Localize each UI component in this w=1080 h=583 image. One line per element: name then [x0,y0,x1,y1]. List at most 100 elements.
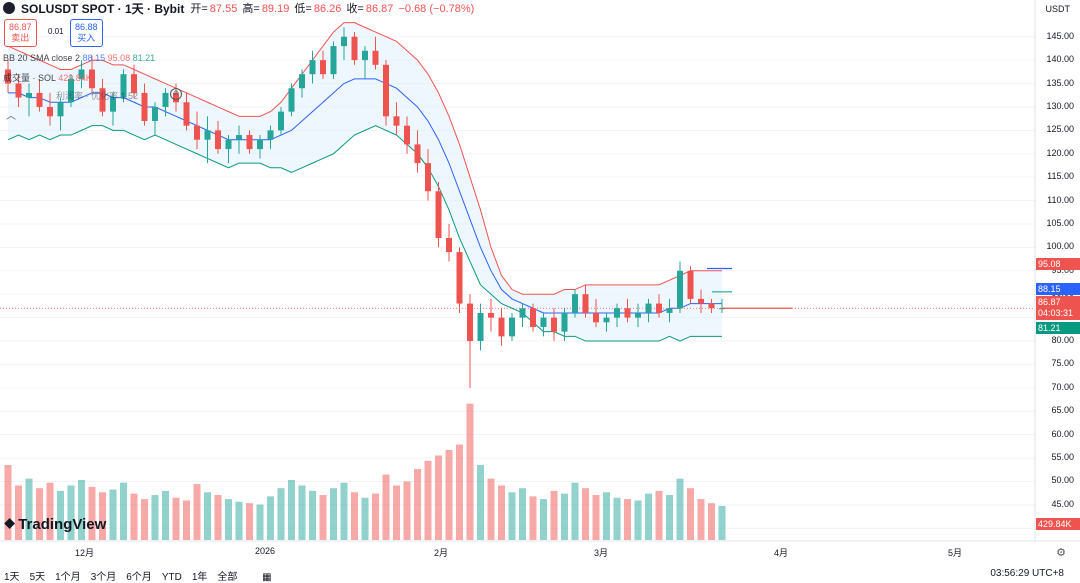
high-value: 89.19 [261,3,290,15]
candle-body [225,139,232,150]
bb-legend[interactable]: BB 20 SMA close 2 88.15 95.08 81.21 [3,53,155,63]
price-tick-label: 105.00 [1046,217,1074,228]
volume-bar [15,485,22,540]
candle-body [446,238,452,253]
range-button[interactable]: 1年 [191,572,208,583]
price-tick-label: 80.00 [1051,335,1074,346]
volume-bar [172,497,180,540]
volume-bar [666,495,673,540]
volume-legend[interactable]: 成交量 · SOL 429.84K [3,71,92,84]
price-tick-label: 115.00 [1047,171,1074,182]
candle-body [152,106,158,121]
volume-bar [256,504,264,540]
currency-label: USDT [1045,4,1071,14]
volume-bar [204,492,211,540]
change-value: −0.68 (−0.78%) [398,3,475,15]
volume-bar [214,495,222,540]
volume-bar [246,503,253,540]
candle-body [708,303,715,309]
candle-body [530,308,536,327]
symbol-title[interactable]: SOLUSDT SPOT · 1天 · Bybit [21,1,185,16]
solana-logo-icon [3,2,15,14]
candle-body [204,130,211,140]
spread-value: 0.01 [48,27,64,36]
range-button[interactable]: YTD [161,572,182,583]
bb-lower-line [7,125,722,342]
volume-bar [477,465,484,540]
candle-body [236,135,242,140]
volume-bar [403,481,411,540]
volume-bar [708,503,715,540]
price-tick-label: 125.00 [1046,124,1074,135]
volume-bar [718,505,726,540]
candle-body [320,60,326,75]
range-button[interactable]: 6个月 [126,572,152,583]
volume-bar [288,480,295,540]
candle-body [57,102,64,117]
candle-body [656,303,662,313]
candle-body [551,317,557,332]
volume-bar [676,478,684,540]
volume-bar [330,488,337,540]
candle-body [351,36,358,61]
time-tick-label: 2月 [434,548,449,558]
sell-button[interactable]: 86.87 卖出 [4,19,37,47]
candle-body [603,317,610,323]
volume-bar [351,492,358,540]
bb-lower-tag: 81.21 [1036,322,1080,334]
volume-bar [687,488,694,540]
volume-bar [46,482,54,540]
bb-mid-value: 88.15 [82,53,106,63]
tradingview-logo[interactable]: ⯁ TradingView [4,516,106,533]
volume-bar [225,499,232,540]
extra-legend[interactable]: 利润率 · 优化率 1.52 [56,89,138,102]
range-button[interactable]: 1个月 [55,572,81,583]
collapse-legend-icon[interactable]: ︿ [6,111,16,122]
close-value: 86.87 [365,3,394,15]
price-tick-label: 140.00 [1046,54,1074,65]
volume-bar [519,488,526,540]
time-tick-label: 5月 [948,548,963,558]
candle-body [687,270,694,299]
candle-body [425,163,431,192]
range-button[interactable]: 全部 [217,572,238,583]
candle-body [36,92,43,107]
volume-bar [435,455,442,540]
extra-label: 利润率 · 优化率 [56,91,118,101]
candle-body [393,116,400,126]
price-tick-label: 145.00 [1046,30,1074,41]
buy-button[interactable]: 86.88 买入 [70,19,103,47]
eye-hidden-icon[interactable]: ⊘ [170,88,182,100]
price-tick-label: 65.00 [1051,405,1074,416]
range-button[interactable]: 1天 [4,572,20,583]
price-tick-label: 130.00 [1046,100,1074,111]
candle-body [593,312,599,323]
candle-body [635,312,641,318]
price-tick-label: 75.00 [1051,358,1074,369]
sell-price: 86.87 [9,22,32,32]
volume-bar [361,497,369,540]
calendar-icon[interactable]: ▦ [262,572,272,583]
volume-bar [4,465,12,540]
open-value: 87.55 [209,3,238,15]
candle-body [89,69,95,89]
candle-body [414,144,421,164]
settings-gear-icon[interactable]: ⚙ [1056,547,1066,559]
candle-body [624,308,631,318]
time-tick-label: 2026 [255,546,276,556]
range-button[interactable]: 5天 [29,572,46,583]
time-tick-label: 12月 [75,548,95,558]
range-button[interactable]: 3个月 [90,572,117,583]
candle-body [467,303,473,342]
price-tick-label: 70.00 [1051,381,1074,392]
open-label: 开= [190,3,208,15]
utc-clock[interactable]: 03:56:29 UTC+8 [990,568,1064,579]
candle-body [362,50,368,61]
candle-body [131,74,137,93]
candle-body [435,191,442,239]
candle-body [404,125,410,145]
candle-body [456,252,463,304]
candle-body [498,317,505,337]
volume-bar [466,403,474,540]
